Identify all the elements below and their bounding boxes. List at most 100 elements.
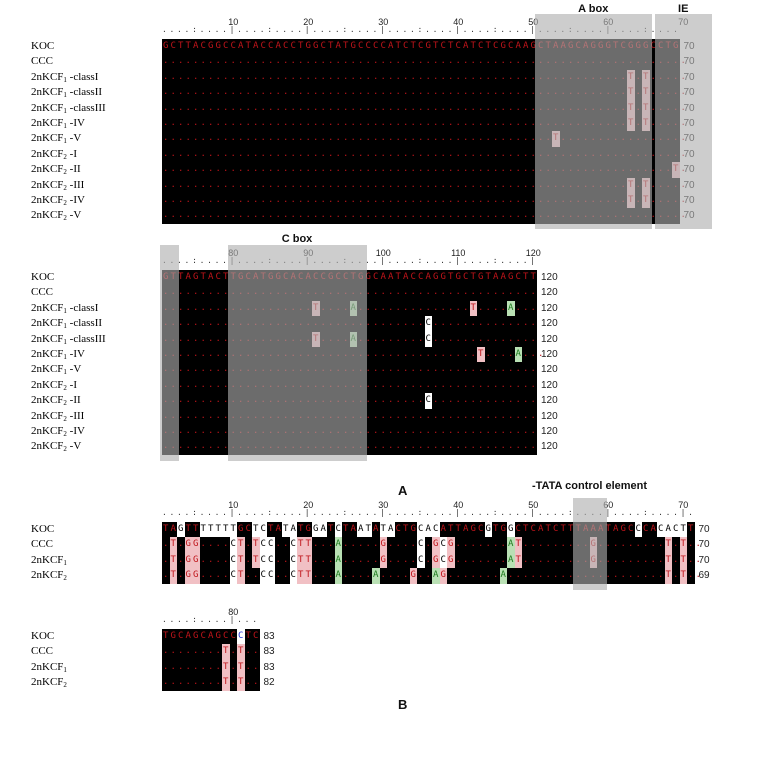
sequence-name: 2nKCF2 -II: [31, 393, 81, 411]
base-cell: .: [245, 570, 251, 581]
base-cell: .: [298, 102, 304, 113]
base-cell: .: [275, 554, 281, 565]
base-cell: .: [200, 302, 206, 313]
base-cell: .: [515, 395, 521, 406]
base-cell: .: [485, 364, 491, 375]
base-cell: .: [290, 118, 296, 128]
base-cell: .: [320, 71, 326, 82]
base-cell: C: [403, 41, 409, 51]
ruler-number: 10: [228, 17, 239, 27]
base-cell: .: [380, 164, 386, 175]
base-cell: .: [650, 148, 656, 159]
base-cell: .: [193, 333, 199, 344]
base-cell: .: [493, 87, 499, 98]
base-cell: .: [268, 148, 274, 159]
base-cell: C: [373, 41, 379, 51]
base-cell: .: [508, 102, 514, 113]
base-cell: .: [230, 71, 236, 82]
base-cell: .: [275, 210, 281, 221]
base-cell: .: [178, 164, 184, 175]
base-cell: .: [493, 379, 499, 390]
base-cell: .: [350, 570, 356, 581]
base-cell: T: [169, 568, 177, 584]
base-cell: .: [328, 133, 334, 144]
base-cell: C: [229, 537, 237, 553]
base-cell: .: [193, 426, 199, 436]
base-cell: .: [313, 195, 319, 205]
base-cell: .: [208, 133, 214, 144]
base-cell: G: [312, 522, 320, 538]
base-cell: C: [230, 631, 236, 641]
base-cell: .: [463, 133, 469, 144]
base-cell: .: [410, 349, 416, 359]
base-cell: .: [373, 539, 379, 550]
sequence-name: 2nKCF1 -classI: [31, 70, 98, 88]
base-cell: .: [463, 410, 469, 421]
base-cell: .: [410, 118, 416, 128]
base-cell: .: [350, 554, 356, 565]
base-cell: .: [410, 539, 416, 550]
base-cell: .: [365, 554, 371, 565]
base-cell: .: [343, 133, 349, 144]
base-cell: .: [433, 71, 439, 82]
base-cell: .: [373, 133, 379, 144]
base-cell: .: [320, 56, 326, 67]
base-cell: .: [508, 379, 514, 390]
base-cell: .: [463, 102, 469, 113]
base-cell: .: [493, 426, 499, 436]
base-cell: C: [380, 41, 386, 51]
base-cell: .: [313, 179, 319, 190]
base-cell: .: [493, 302, 499, 313]
base-cell: .: [313, 118, 319, 128]
ruler-number: 120: [525, 248, 541, 258]
base-cell: .: [178, 333, 184, 344]
sequence-end-number: 120: [541, 441, 558, 453]
base-cell: .: [433, 364, 439, 375]
base-cell: .: [688, 554, 694, 565]
base-cell: .: [163, 646, 169, 657]
base-cell: .: [358, 195, 364, 205]
base-cell: .: [260, 195, 266, 205]
base-cell: .: [515, 133, 521, 144]
name-suffix: -III: [66, 409, 85, 422]
base-cell: .: [650, 118, 656, 128]
name-subscript: 2: [63, 399, 67, 408]
base-cell: .: [215, 87, 221, 98]
base-cell: .: [380, 302, 386, 313]
base-cell: .: [470, 554, 476, 565]
base-cell: .: [448, 379, 454, 390]
base-cell: T: [679, 552, 687, 569]
base-cell: A: [334, 552, 342, 569]
base-cell: .: [388, 302, 394, 313]
base-cell: .: [523, 410, 529, 421]
name-text: 2nKCF: [31, 70, 64, 83]
base-cell: .: [275, 87, 281, 98]
base-cell: .: [200, 379, 206, 390]
base-cell: .: [470, 395, 476, 406]
base-cell: A: [493, 272, 499, 282]
base-cell: .: [215, 379, 221, 390]
base-cell: .: [448, 349, 454, 359]
base-cell: .: [245, 179, 251, 190]
base-cell: .: [523, 164, 529, 175]
base-cell: .: [170, 661, 176, 672]
base-cell: .: [508, 87, 514, 98]
base-cell: .: [208, 364, 214, 375]
base-cell: .: [508, 133, 514, 144]
base-cell: .: [425, 287, 431, 298]
base-cell: .: [373, 148, 379, 159]
base-cell: .: [530, 379, 536, 390]
base-cell: .: [365, 318, 371, 329]
name-text: 2nKCF: [31, 348, 64, 360]
base-cell: .: [515, 87, 521, 98]
base-cell: .: [208, 395, 214, 406]
sequence-row: ........T.T..: [162, 675, 260, 691]
sequence-row: ........T.T..: [162, 644, 260, 660]
base-cell: .: [418, 410, 424, 421]
base-cell: .: [373, 318, 379, 329]
name-suffix: -classI: [66, 301, 99, 314]
base-cell: .: [223, 179, 229, 190]
base-cell: .: [380, 395, 386, 406]
base-cell: .: [448, 148, 454, 159]
